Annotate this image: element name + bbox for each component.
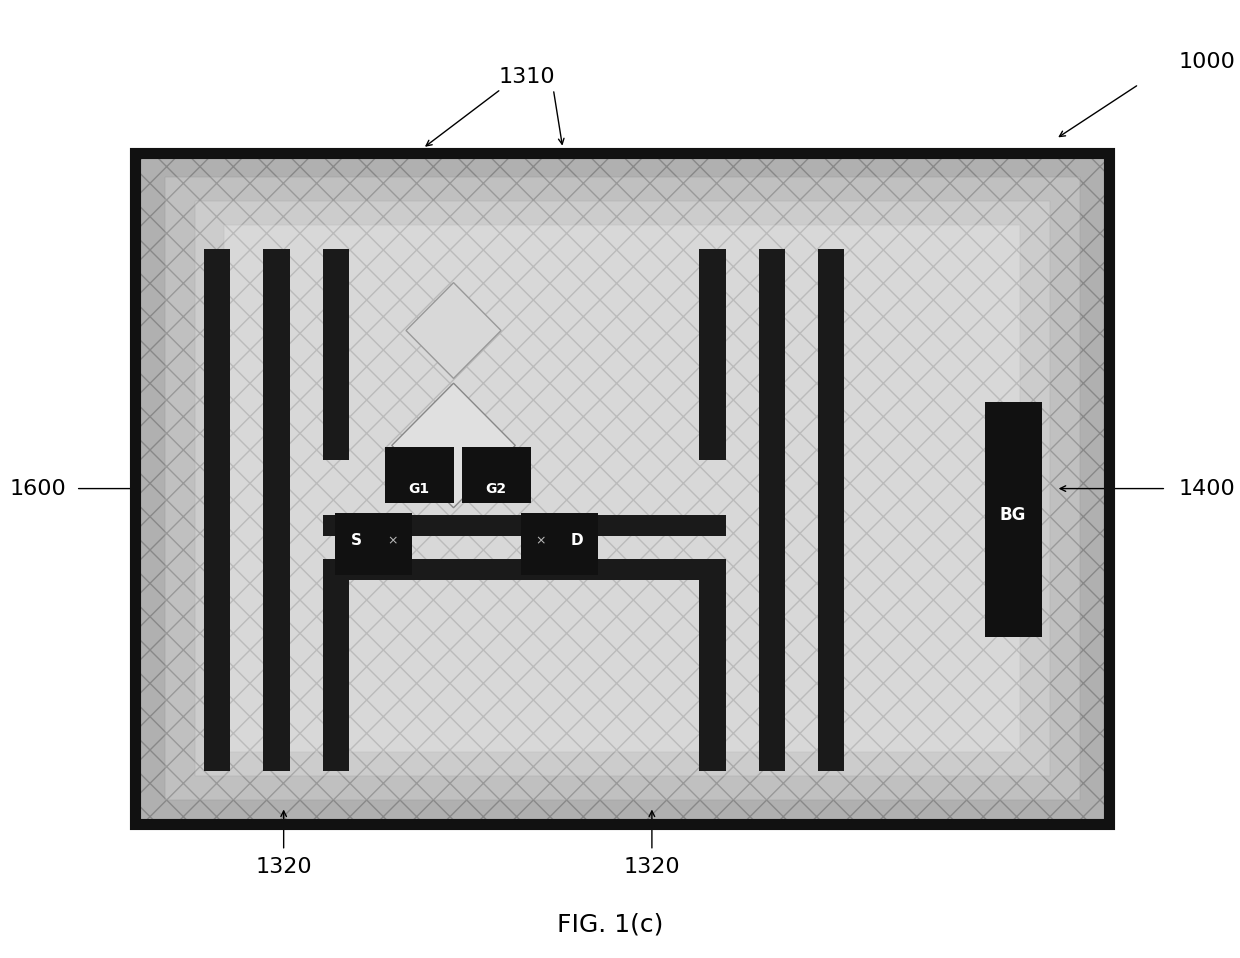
Text: 1000: 1000 (1178, 53, 1235, 72)
Bar (322, 249, 348, 460)
Text: 1600: 1600 (10, 479, 66, 498)
Bar (195, 201, 1050, 776)
Bar (818, 249, 844, 771)
Bar (461, 447, 531, 503)
Text: D: D (570, 533, 583, 548)
Bar (135, 153, 1110, 824)
Text: BG: BG (999, 506, 1027, 524)
Bar (322, 515, 725, 536)
Text: ×: × (536, 534, 546, 547)
Text: G1: G1 (408, 482, 429, 496)
Text: 1320: 1320 (624, 857, 681, 877)
Text: 1320: 1320 (255, 857, 312, 877)
Text: G2: G2 (486, 482, 507, 496)
Polygon shape (405, 283, 501, 378)
Bar (335, 513, 412, 575)
Polygon shape (392, 383, 516, 508)
Bar (521, 513, 599, 575)
Bar (985, 402, 1042, 637)
Bar (699, 249, 725, 460)
Bar (135, 153, 1110, 824)
Text: ×: × (387, 534, 398, 547)
Bar (322, 559, 725, 580)
Bar (384, 447, 454, 503)
Text: FIG. 1(c): FIG. 1(c) (557, 912, 663, 937)
Bar (263, 249, 290, 771)
Bar (224, 225, 1021, 752)
Bar (699, 560, 725, 771)
Text: 1400: 1400 (1178, 479, 1235, 498)
Bar (322, 560, 348, 771)
Text: S: S (351, 533, 362, 548)
Text: 1310: 1310 (498, 67, 556, 86)
Bar (759, 249, 785, 771)
Bar (205, 249, 231, 771)
Bar (165, 177, 1080, 800)
